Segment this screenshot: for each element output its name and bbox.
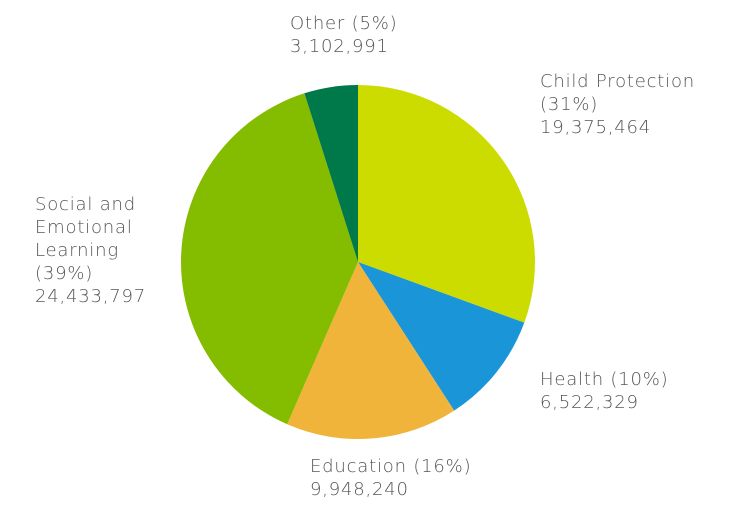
category-label: Education (16%) [310,456,472,477]
pie-slice [358,262,525,411]
category-label: Health (10%) [540,369,669,390]
slice-label: Education (16%) 9,948,240 [310,455,530,501]
value-label: 6,522,329 [540,392,639,413]
slice-label: Other (5%) 3,102,991 [290,12,490,58]
value-label: 3,102,991 [290,36,389,57]
category-label: Child Protection (31%) [540,71,695,115]
category-label: Social and Emotional Learning (39%) [35,194,136,284]
slice-label: Social and Emotional Learning (39%) 24,43… [35,193,160,308]
value-label: 19,375,464 [540,117,652,138]
pie-slice [358,85,535,323]
value-label: 24,433,797 [35,286,147,307]
category-label: Other (5%) [290,13,398,34]
value-label: 9,948,240 [310,479,409,500]
slice-label: Child Protection (31%) 19,375,464 [540,70,715,139]
pie-slice [287,262,455,439]
slice-label: Health (10%) 6,522,329 [540,368,740,414]
pie-slice [304,85,358,262]
pie-slice [181,93,358,425]
